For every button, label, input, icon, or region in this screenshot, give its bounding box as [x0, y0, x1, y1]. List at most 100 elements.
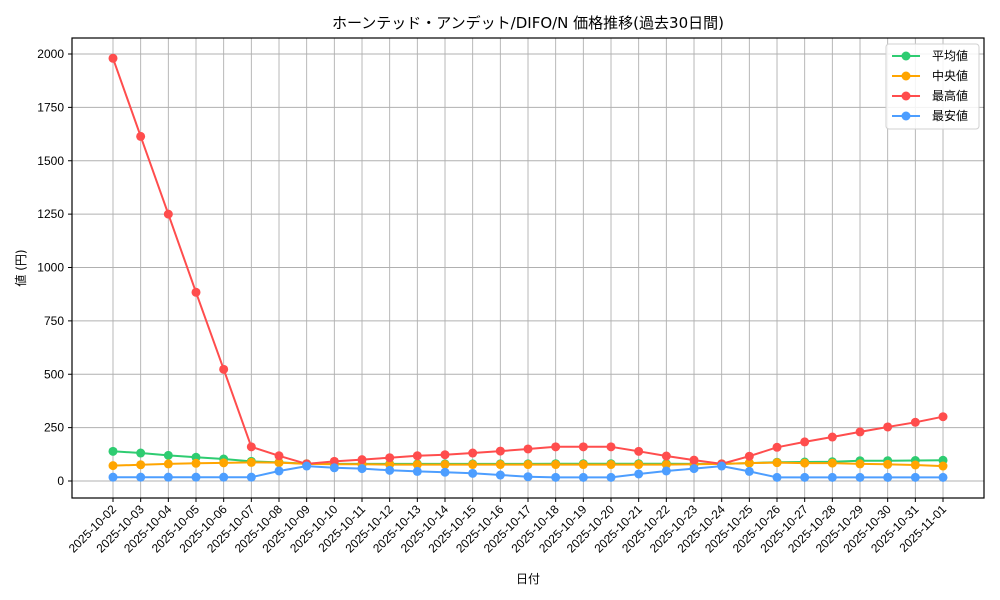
data-point	[744, 451, 754, 461]
data-point	[938, 461, 948, 471]
y-tick-label: 2000	[37, 47, 64, 61]
data-point	[578, 472, 588, 482]
data-point	[551, 442, 561, 452]
data-point	[717, 461, 727, 471]
legend-marker-icon	[901, 71, 911, 81]
data-point	[440, 460, 450, 470]
data-point	[661, 460, 671, 470]
series-2	[108, 53, 948, 469]
data-point	[910, 460, 920, 470]
data-point	[772, 442, 782, 452]
series-1	[108, 457, 948, 471]
data-point	[800, 472, 810, 482]
data-point	[136, 460, 146, 470]
data-point	[800, 458, 810, 468]
data-point	[938, 412, 948, 422]
y-tick-label: 1250	[37, 207, 64, 221]
data-point	[827, 458, 837, 468]
data-point	[108, 446, 118, 456]
y-axis: 0 250 500 750 1000 1250 1500 1750 2000	[37, 47, 72, 488]
data-point	[274, 458, 284, 468]
data-point	[357, 464, 367, 474]
data-point	[855, 472, 865, 482]
data-point	[744, 466, 754, 476]
y-tick-label: 1500	[37, 154, 64, 168]
data-point	[246, 457, 256, 467]
data-point	[578, 442, 588, 452]
data-point	[191, 472, 201, 482]
data-point	[412, 460, 422, 470]
data-point	[855, 459, 865, 469]
data-point	[744, 458, 754, 468]
series-lines	[108, 53, 948, 482]
data-point	[329, 463, 339, 473]
data-point	[495, 470, 505, 480]
data-point	[357, 455, 367, 465]
y-tick-label: 1750	[37, 100, 64, 114]
data-point	[385, 465, 395, 475]
data-point	[495, 446, 505, 456]
data-point	[246, 472, 256, 482]
data-point	[246, 442, 256, 452]
data-point	[191, 458, 201, 468]
data-point	[910, 472, 920, 482]
data-point	[219, 458, 229, 468]
x-axis: 2025-10-022025-10-032025-10-042025-10-05…	[66, 498, 949, 556]
data-point	[606, 460, 616, 470]
data-point	[108, 461, 118, 471]
data-point	[689, 455, 699, 465]
data-point	[661, 451, 671, 461]
data-point	[163, 450, 173, 460]
y-tick-label: 250	[44, 421, 64, 435]
data-point	[136, 472, 146, 482]
data-point	[136, 448, 146, 458]
data-point	[883, 422, 893, 432]
data-point	[163, 472, 173, 482]
data-point	[412, 451, 422, 461]
data-point	[108, 472, 118, 482]
legend-box	[885, 43, 980, 130]
y-tick-label: 500	[44, 367, 64, 381]
data-point	[385, 453, 395, 463]
data-point	[523, 460, 533, 470]
x-axis-label: 日付	[516, 572, 540, 586]
data-point	[800, 437, 810, 447]
series-3	[108, 461, 948, 482]
legend-label: 中央値	[932, 68, 968, 83]
data-point	[827, 472, 837, 482]
data-point	[329, 456, 339, 466]
data-point	[302, 461, 312, 471]
y-tick-label: 1000	[37, 261, 64, 275]
legend-label: 最安値	[932, 108, 968, 123]
y-tick-label: 750	[44, 314, 64, 328]
legend-item: 最高値	[892, 88, 968, 103]
data-point	[274, 466, 284, 476]
data-point	[606, 472, 616, 482]
legend-marker-icon	[901, 111, 911, 121]
data-point	[523, 472, 533, 482]
legend-item: 平均値	[892, 48, 968, 63]
data-point	[468, 448, 478, 458]
data-point	[551, 460, 561, 470]
legend-label: 最高値	[932, 88, 968, 103]
y-tick-label: 0	[57, 474, 64, 488]
data-point	[219, 364, 229, 374]
chart-title: ホーンテッド・アンデット/DIFO/N 価格推移(過去30日間)	[332, 14, 724, 32]
data-point	[219, 472, 229, 482]
data-point	[163, 459, 173, 469]
data-point	[772, 472, 782, 482]
data-point	[938, 472, 948, 482]
data-point	[274, 451, 284, 461]
data-point	[136, 131, 146, 141]
data-point	[468, 468, 478, 478]
data-point	[634, 460, 644, 470]
data-point	[883, 459, 893, 469]
data-point	[440, 450, 450, 460]
data-point	[661, 466, 671, 476]
data-point	[772, 458, 782, 468]
data-point	[606, 442, 616, 452]
data-point	[412, 466, 422, 476]
